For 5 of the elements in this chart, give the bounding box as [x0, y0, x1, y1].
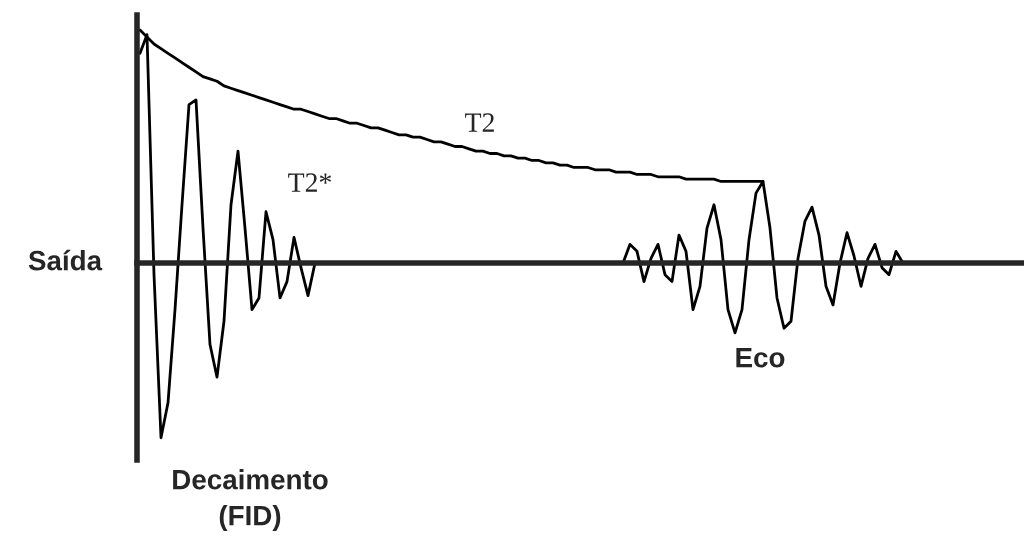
annotation: Eco — [736, 348, 785, 368]
y-axis-title: Saída — [28, 249, 103, 271]
text: Decaimento (FID) — [173, 469, 328, 531]
annotation: T2 — [465, 113, 494, 132]
annotation: T2* — [288, 173, 332, 192]
